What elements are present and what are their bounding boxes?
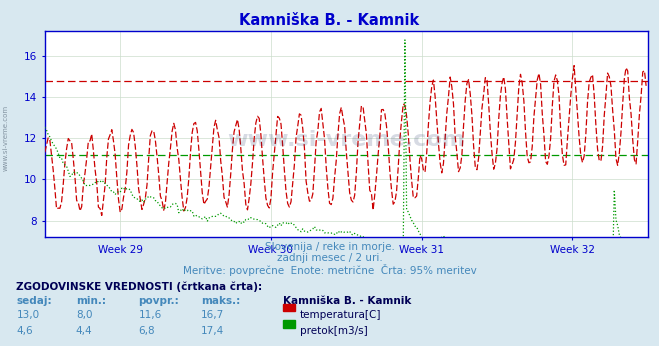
Text: maks.:: maks.: xyxy=(201,296,241,306)
Text: 8,0: 8,0 xyxy=(76,310,92,320)
Text: Meritve: povprečne  Enote: metrične  Črta: 95% meritev: Meritve: povprečne Enote: metrične Črta:… xyxy=(183,264,476,276)
Text: Slovenija / reke in morje.: Slovenija / reke in morje. xyxy=(264,242,395,252)
Text: 11,6: 11,6 xyxy=(138,310,161,320)
Text: 4,6: 4,6 xyxy=(16,326,33,336)
Text: pretok[m3/s]: pretok[m3/s] xyxy=(300,326,368,336)
Text: 13,0: 13,0 xyxy=(16,310,40,320)
Text: povpr.:: povpr.: xyxy=(138,296,179,306)
Text: www.si-vreme.com: www.si-vreme.com xyxy=(2,105,9,172)
Text: temperatura[C]: temperatura[C] xyxy=(300,310,382,320)
Text: Kamniška B. - Kamnik: Kamniška B. - Kamnik xyxy=(239,13,420,28)
Text: www.si-vreme.com: www.si-vreme.com xyxy=(227,130,465,150)
Text: sedaj:: sedaj: xyxy=(16,296,52,306)
Text: 17,4: 17,4 xyxy=(201,326,224,336)
Text: ZGODOVINSKE VREDNOSTI (črtkana črta):: ZGODOVINSKE VREDNOSTI (črtkana črta): xyxy=(16,282,262,292)
Text: 4,4: 4,4 xyxy=(76,326,92,336)
Text: 6,8: 6,8 xyxy=(138,326,155,336)
Text: min.:: min.: xyxy=(76,296,106,306)
Text: 16,7: 16,7 xyxy=(201,310,224,320)
Text: Kamniška B. - Kamnik: Kamniška B. - Kamnik xyxy=(283,296,412,306)
Text: zadnji mesec / 2 uri.: zadnji mesec / 2 uri. xyxy=(277,253,382,263)
